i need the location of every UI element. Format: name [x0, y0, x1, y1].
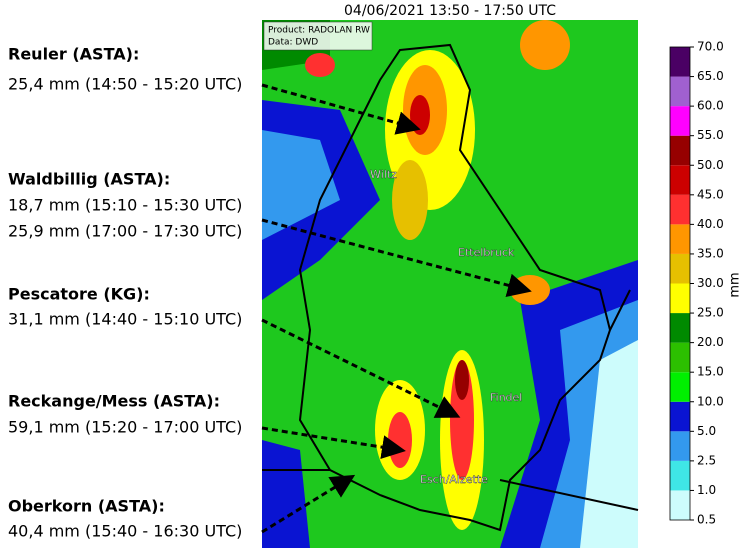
- colorbar-segment: [670, 431, 690, 461]
- colorbar-tick-label: 25.0: [697, 306, 724, 320]
- colorbar-tick-label: 2.5: [697, 453, 716, 467]
- colorbar-tick-label: 10.0: [697, 394, 724, 408]
- product-box: [263, 21, 373, 51]
- arrow: [261, 218, 532, 297]
- colorbar-tick-label: 1.0: [697, 483, 716, 497]
- colorbar-label: mm: [728, 272, 743, 297]
- product-line: Product: RADOLAN RW: [268, 26, 370, 36]
- station-name: Waldbillig (ASTA):: [8, 170, 170, 189]
- border: [298, 43, 612, 532]
- arrow: [261, 318, 461, 418]
- station-name: Reckange/Mess (ASTA):: [8, 392, 220, 411]
- colorbar-segment: [670, 283, 690, 314]
- station-value: 40,4 mm (15:40 - 16:30 UTC): [8, 522, 242, 541]
- colorbar-tick-label: 70.0: [697, 40, 724, 54]
- title: 04/06/2021 13:50 - 17:50 UTC: [344, 3, 556, 19]
- colorbar-tick-label: 30.0: [697, 276, 724, 290]
- colorbar-tick-label: 0.5: [697, 513, 716, 527]
- colorbar-segment: [670, 165, 690, 195]
- arrow: [261, 426, 406, 460]
- colorbar-segment: [670, 106, 690, 136]
- border: [262, 289, 639, 511]
- colorbar-segment: [670, 76, 690, 107]
- product-line: Data: DWD: [268, 38, 318, 48]
- colorbar-segment: [670, 224, 690, 254]
- colorbar-segment: [670, 253, 690, 284]
- arrow: [261, 83, 421, 135]
- station-value: 25,4 mm (14:50 - 15:20 UTC): [8, 75, 242, 94]
- station-name: Pescatore (KG):: [8, 285, 150, 304]
- station-name: Oberkorn (ASTA):: [8, 497, 165, 516]
- station-value: 59,1 mm (15:20 - 17:00 UTC): [8, 418, 242, 437]
- colorbar-tick-label: 60.0: [697, 99, 724, 113]
- colorbar-tick-label: 5.0: [697, 424, 716, 438]
- station-value: 31,1 mm (14:40 - 15:10 UTC): [8, 310, 242, 329]
- place-label: Esch/Alzette: [420, 473, 488, 486]
- colorbar-segment: [670, 313, 690, 343]
- colorbar-segment: [670, 47, 690, 77]
- colorbar-segment: [670, 490, 690, 520]
- colorbar-tick-label: 55.0: [697, 128, 724, 142]
- colorbar-tick-label: 15.0: [697, 365, 724, 379]
- colorbar-tick-label: 35.0: [697, 246, 724, 260]
- colorbar-segment: [670, 460, 690, 491]
- station-value: 25,9 mm (17:00 - 17:30 UTC): [8, 222, 242, 241]
- colorbar-tick-label: 65.0: [697, 69, 724, 83]
- station-name: Reuler (ASTA):: [8, 45, 139, 64]
- place-label: Ettelbruck: [458, 246, 515, 259]
- place-label: Findel: [490, 391, 522, 404]
- colorbar-segment: [670, 401, 690, 432]
- colorbar-segment: [670, 342, 690, 373]
- colorbar-tick-label: 40.0: [697, 217, 724, 231]
- place-label: Wiltz: [370, 168, 397, 181]
- station-value: 18,7 mm (15:10 - 15:30 UTC): [8, 196, 242, 215]
- colorbar-tick-label: 45.0: [697, 187, 724, 201]
- arrow: [261, 474, 356, 534]
- colorbar-segment: [670, 372, 690, 402]
- colorbar-tick-label: 20.0: [697, 335, 724, 349]
- colorbar-segment: [670, 135, 690, 166]
- colorbar-tick-label: 50.0: [697, 158, 724, 172]
- colorbar-segment: [670, 194, 690, 225]
